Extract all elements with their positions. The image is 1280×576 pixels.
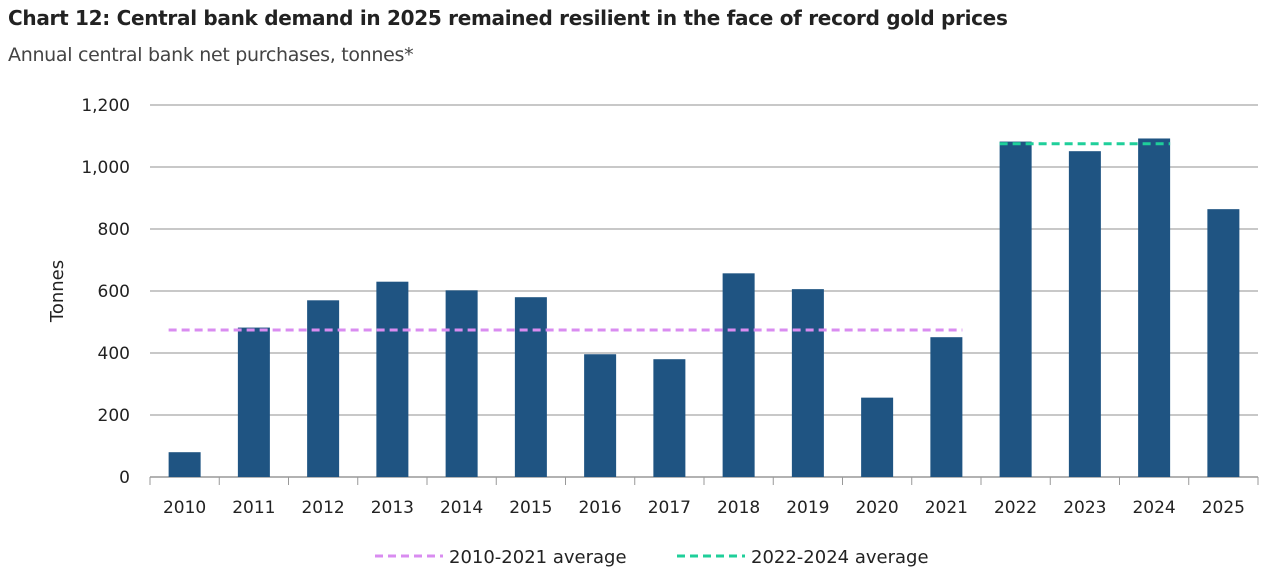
bar-2012	[307, 300, 340, 477]
bar-2023	[1068, 151, 1101, 477]
y-tick-label: 200	[98, 406, 130, 426]
bar-2010	[168, 452, 201, 477]
x-tick-label: 2016	[578, 498, 621, 518]
bar-2013	[376, 281, 409, 477]
x-tick-label: 2018	[717, 498, 760, 518]
bar-2018	[722, 273, 755, 477]
y-axis-label: Tonnes	[47, 260, 68, 323]
x-tick-label: 2015	[509, 498, 552, 518]
bar-2014	[445, 290, 478, 477]
legend-label: 2022-2024 average	[751, 547, 929, 568]
chart-subtitle: Annual central bank net purchases, tonne…	[8, 44, 414, 66]
x-tick-label: 2014	[440, 498, 483, 518]
x-tick-label: 2017	[648, 498, 691, 518]
bar-2017	[653, 359, 686, 477]
x-tick-label: 2025	[1202, 498, 1245, 518]
y-tick-label: 600	[98, 282, 130, 302]
x-tick-label: 2023	[1063, 498, 1106, 518]
y-tick-label: 1,200	[81, 96, 130, 116]
x-tick-label: 2013	[371, 498, 414, 518]
y-tick-label: 0	[119, 468, 130, 488]
bar-2021	[930, 337, 963, 477]
x-tick-label: 2020	[855, 498, 898, 518]
bar-2015	[514, 297, 547, 477]
legend-label: 2010-2021 average	[449, 547, 627, 568]
y-tick-label: 800	[98, 220, 130, 240]
x-tick-label: 2012	[301, 498, 344, 518]
y-tick-label: 1,000	[81, 158, 130, 178]
x-tick-label: 2022	[994, 498, 1037, 518]
bar-2011	[237, 327, 270, 477]
x-tick-label: 2011	[232, 498, 275, 518]
bar-2020	[861, 397, 894, 477]
y-tick-label: 400	[98, 344, 130, 364]
x-tick-label: 2021	[925, 498, 968, 518]
bar-2019	[791, 289, 824, 477]
bar-2016	[584, 354, 617, 477]
x-tick-label: 2024	[1132, 498, 1175, 518]
bar-2024	[1138, 138, 1171, 478]
bar-2022	[999, 141, 1032, 477]
bar-2025	[1207, 209, 1240, 477]
chart-title: Chart 12: Central bank demand in 2025 re…	[8, 6, 1008, 30]
x-tick-label: 2010	[163, 498, 206, 518]
x-tick-label: 2019	[786, 498, 829, 518]
